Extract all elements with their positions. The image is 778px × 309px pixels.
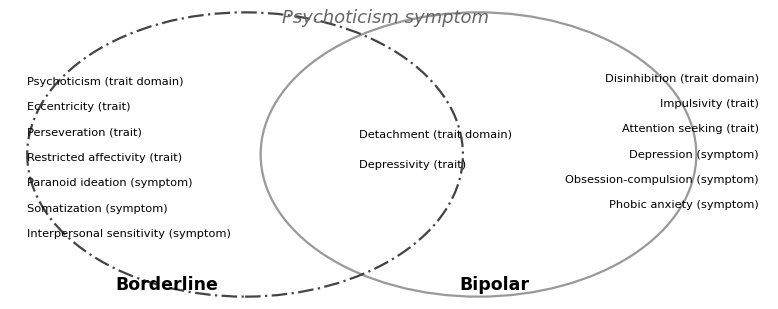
Text: Depressivity (trait): Depressivity (trait) — [359, 160, 467, 170]
Text: Impulsivity (trait): Impulsivity (trait) — [660, 99, 759, 109]
Text: Psychoticism symptom: Psychoticism symptom — [282, 9, 489, 27]
Text: Interpersonal sensitivity (symptom): Interpersonal sensitivity (symptom) — [27, 229, 231, 239]
Text: Perseveration (trait): Perseveration (trait) — [27, 128, 142, 138]
Text: Borderline: Borderline — [116, 276, 219, 294]
Text: Attention seeking (trait): Attention seeking (trait) — [622, 125, 759, 134]
Text: Psychoticism (trait domain): Psychoticism (trait domain) — [27, 77, 184, 87]
Text: Paranoid ideation (symptom): Paranoid ideation (symptom) — [27, 178, 193, 188]
Text: Somatization (symptom): Somatization (symptom) — [27, 204, 168, 214]
Text: Restricted affectivity (trait): Restricted affectivity (trait) — [27, 153, 182, 163]
Text: Depression (symptom): Depression (symptom) — [629, 150, 759, 160]
Text: Bipolar: Bipolar — [459, 276, 529, 294]
Text: Disinhibition (trait domain): Disinhibition (trait domain) — [605, 74, 759, 84]
Text: Phobic anxiety (symptom): Phobic anxiety (symptom) — [609, 201, 759, 210]
Text: Detachment (trait domain): Detachment (trait domain) — [359, 129, 513, 139]
Text: Eccentricity (trait): Eccentricity (trait) — [27, 102, 131, 112]
Text: Obsession-compulsion (symptom): Obsession-compulsion (symptom) — [565, 175, 759, 185]
